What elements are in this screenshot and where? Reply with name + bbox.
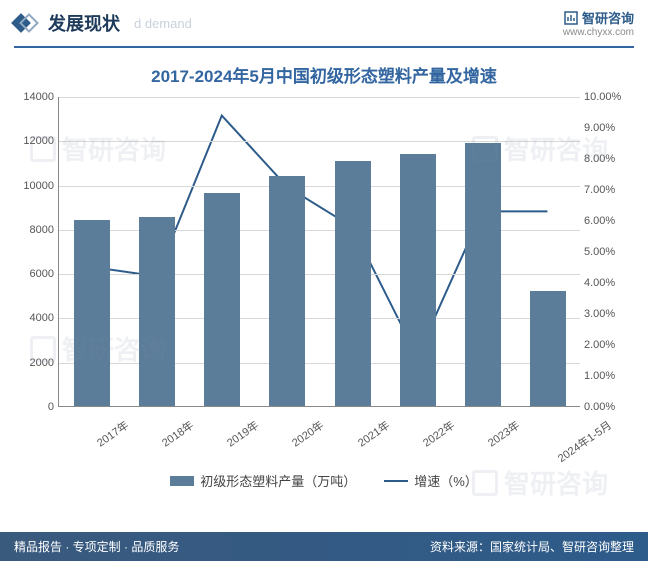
line-series	[59, 97, 580, 406]
gridline	[59, 363, 580, 364]
y-right-tick-label: 1.00%	[584, 370, 634, 382]
y-left-tick-label: 12000	[14, 135, 54, 147]
header-brand-block: 智研咨询 www.chyxx.com	[563, 8, 634, 38]
bar	[74, 220, 110, 406]
x-tick-label: 2017年	[93, 417, 131, 450]
y-left-tick-label: 2000	[14, 357, 54, 369]
y-right-tick-label: 6.00%	[584, 215, 634, 227]
legend-bar-label: 初级形态塑料产量（万吨）	[200, 471, 356, 490]
header-divider	[14, 46, 634, 48]
diamond-icon	[14, 16, 40, 30]
x-tick-label: 2019年	[224, 417, 262, 450]
y-right-tick-label: 8.00%	[584, 153, 634, 165]
bar	[465, 143, 501, 407]
header: 发展现状 d demand 智研咨询 www.chyxx.com	[0, 0, 648, 42]
bar	[269, 176, 305, 406]
y-right-tick-label: 2.00%	[584, 339, 634, 351]
y-left-tick-label: 8000	[14, 224, 54, 236]
chart-area: 020004000600080001000012000140000.00%1.0…	[14, 97, 634, 467]
gridline	[59, 318, 580, 319]
plot-region	[58, 97, 580, 407]
header-subtitle: d demand	[134, 16, 192, 31]
y-left-tick-label: 6000	[14, 268, 54, 280]
y-left-tick-label: 4000	[14, 312, 54, 324]
legend-line-label: 增速（%）	[414, 471, 478, 490]
bar	[139, 217, 175, 406]
x-tick-label: 2020年	[289, 417, 327, 450]
y-right-tick-label: 9.00%	[584, 122, 634, 134]
y-right-tick-label: 3.00%	[584, 308, 634, 320]
footer-left: 精品报告 · 专项定制 · 品质服务	[14, 538, 179, 555]
legend-bar-swatch	[170, 476, 194, 486]
y-right-tick-label: 10.00%	[584, 91, 634, 103]
bar	[204, 193, 240, 406]
legend-item-line: 增速（%）	[384, 471, 478, 490]
header-title: 发展现状	[48, 10, 120, 36]
chart-title: 2017-2024年5月中国初级形态塑料产量及增速	[0, 62, 648, 87]
x-tick-label: 2018年	[158, 417, 196, 450]
y-right-tick-label: 5.00%	[584, 246, 634, 258]
y-left-tick-label: 14000	[14, 91, 54, 103]
legend-item-bar: 初级形态塑料产量（万吨）	[170, 471, 356, 490]
footer: 精品报告 · 专项定制 · 品质服务 资料来源：国家统计局、智研咨询整理	[0, 532, 648, 561]
y-right-tick-label: 4.00%	[584, 277, 634, 289]
y-right-tick-label: 0.00%	[584, 401, 634, 413]
y-right-tick-label: 7.00%	[584, 184, 634, 196]
y-left-tick-label: 10000	[14, 180, 54, 192]
gridline	[59, 186, 580, 187]
brand-url: www.chyxx.com	[563, 27, 634, 38]
gridline	[59, 141, 580, 142]
x-tick-label: 2023年	[485, 417, 523, 450]
gridline	[59, 230, 580, 231]
gridline	[59, 274, 580, 275]
legend: 初级形态塑料产量（万吨） 增速（%）	[0, 471, 648, 490]
y-left-tick-label: 0	[14, 401, 54, 413]
x-tick-label: 2022年	[419, 417, 457, 450]
x-tick-label: 2021年	[354, 417, 392, 450]
brand-logo-icon	[564, 11, 578, 25]
header-left: 发展现状 d demand	[14, 10, 192, 36]
gridline	[59, 97, 580, 98]
bar	[335, 161, 371, 406]
bar	[530, 291, 566, 406]
brand-name: 智研咨询	[582, 8, 634, 27]
legend-line-swatch	[384, 480, 408, 482]
x-tick-label: 2024年1-5月	[555, 417, 615, 466]
bar	[400, 154, 436, 406]
footer-right: 资料来源：国家统计局、智研咨询整理	[430, 538, 634, 555]
